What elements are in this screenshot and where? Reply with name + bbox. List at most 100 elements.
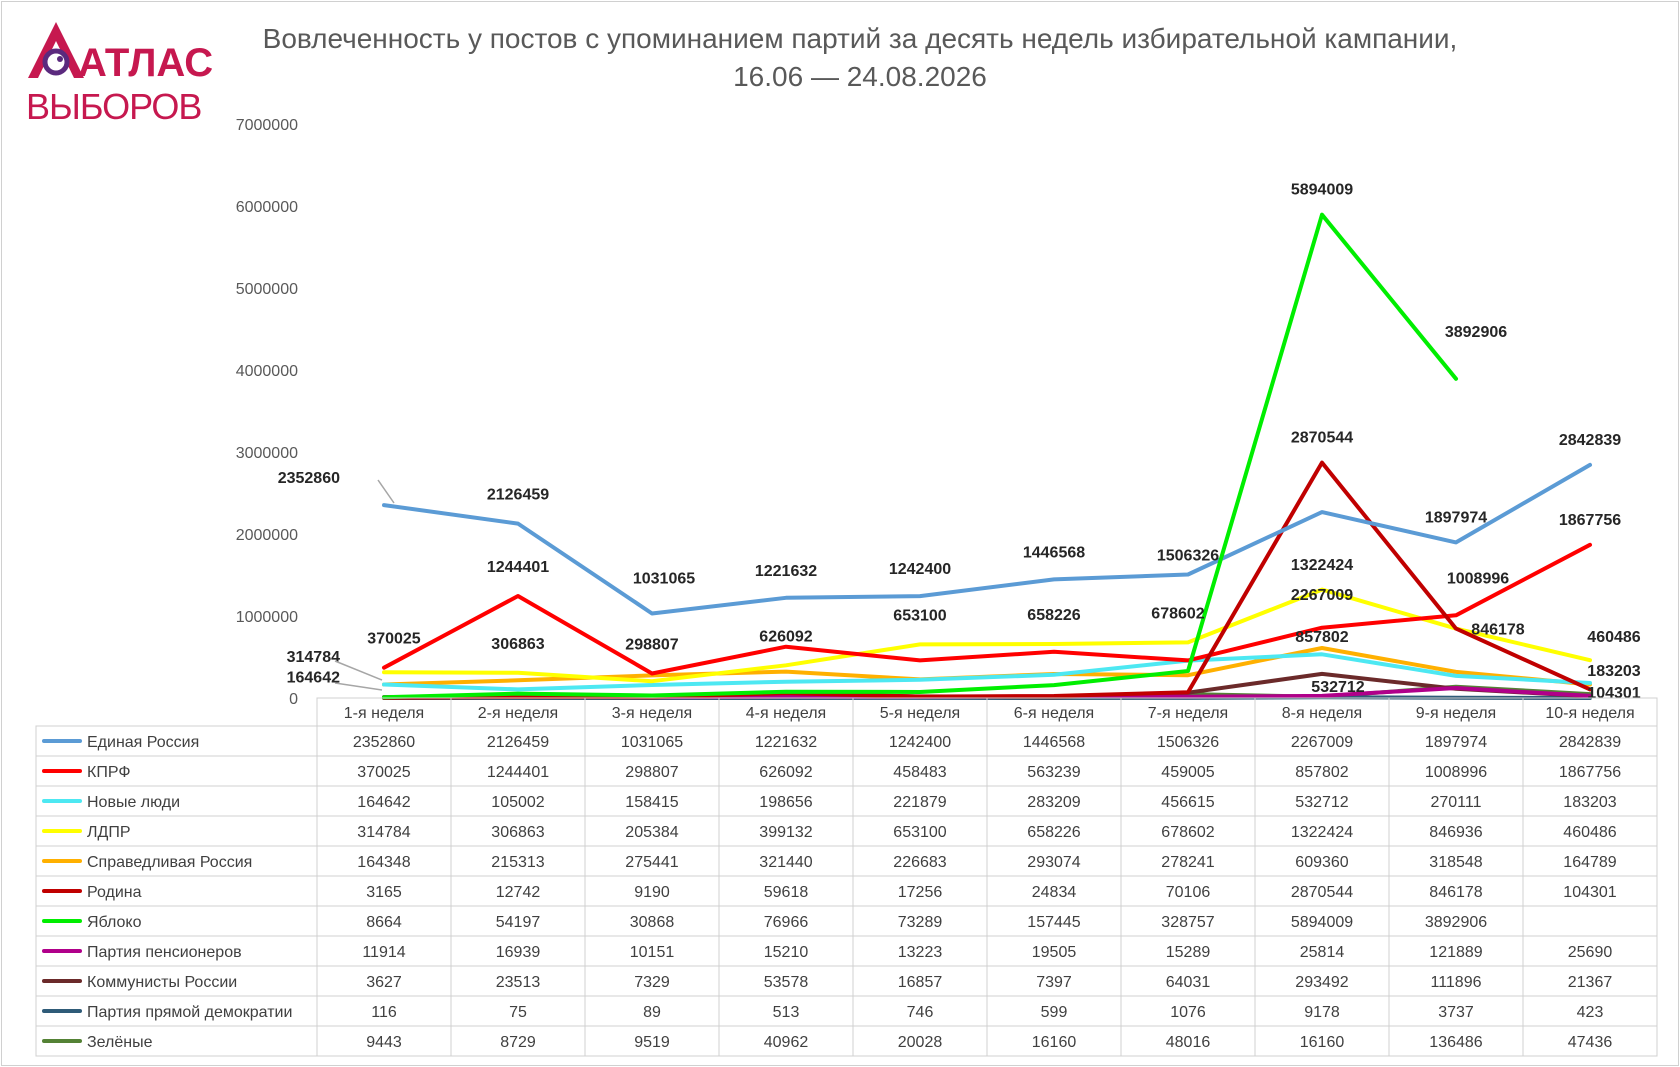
table-cell: 111896 bbox=[1430, 974, 1481, 991]
series-line-1 bbox=[382, 542, 1592, 676]
table-cell: 9190 bbox=[634, 884, 670, 901]
data-label: 298807 bbox=[625, 636, 678, 653]
legend-label: Родина bbox=[87, 884, 142, 901]
data-label: 1897974 bbox=[1425, 509, 1487, 526]
table-cell: 64031 bbox=[1166, 974, 1211, 991]
table-cell: 1221632 bbox=[755, 734, 817, 751]
x-category-label: 9-я неделя bbox=[1416, 705, 1496, 722]
data-label: 2267009 bbox=[1291, 587, 1353, 604]
table-cell: 157445 bbox=[1027, 914, 1080, 931]
table-cell: 59618 bbox=[764, 884, 809, 901]
table-cell: 54197 bbox=[496, 914, 541, 931]
table-cell: 458483 bbox=[893, 764, 946, 781]
data-label: 626092 bbox=[759, 628, 812, 645]
table-cell: 30868 bbox=[630, 914, 675, 931]
table-cell: 164789 bbox=[1563, 854, 1616, 871]
table-cell: 10151 bbox=[630, 944, 675, 961]
table-cell: 158415 bbox=[625, 794, 678, 811]
table-cell: 2870544 bbox=[1291, 884, 1353, 901]
table-cell: 15289 bbox=[1166, 944, 1211, 961]
table-cell: 73289 bbox=[898, 914, 943, 931]
x-category-label: 7-я неделя bbox=[1148, 705, 1228, 722]
table-cell: 270111 bbox=[1430, 794, 1481, 811]
leader-line bbox=[377, 479, 395, 504]
data-label: 370025 bbox=[367, 631, 420, 648]
chart-title: Вовлеченность у постов с упоминанием пар… bbox=[260, 20, 1460, 96]
table-cell: 16160 bbox=[1300, 1034, 1345, 1051]
table-cell: 2126459 bbox=[487, 734, 549, 751]
data-label: 1506326 bbox=[1157, 547, 1219, 564]
table-cell: 25690 bbox=[1568, 944, 1613, 961]
table-cell: 370025 bbox=[357, 764, 410, 781]
table-cell: 599 bbox=[1041, 1004, 1068, 1021]
table-cell: 459005 bbox=[1161, 764, 1214, 781]
data-label: 1008996 bbox=[1447, 570, 1509, 587]
table-cell: 298807 bbox=[625, 764, 678, 781]
series-line-5 bbox=[382, 460, 1592, 700]
table-cell: 9178 bbox=[1304, 1004, 1340, 1021]
leader-line bbox=[334, 682, 383, 691]
table-cell: 293492 bbox=[1295, 974, 1348, 991]
data-label: 314784 bbox=[287, 649, 340, 666]
table-cell: 653100 bbox=[893, 824, 946, 841]
x-category-label: 1-я неделя bbox=[344, 705, 424, 722]
table-cell: 2352860 bbox=[353, 734, 415, 751]
table-cell: 678602 bbox=[1161, 824, 1214, 841]
y-tick-label: 4000000 bbox=[236, 363, 298, 380]
table-cell: 183203 bbox=[1563, 794, 1616, 811]
table-cell: 1008996 bbox=[1425, 764, 1487, 781]
table-cell: 846178 bbox=[1429, 884, 1482, 901]
table-cell: 16857 bbox=[898, 974, 943, 991]
table-cell: 1867756 bbox=[1559, 764, 1621, 781]
table-cell: 47436 bbox=[1568, 1034, 1613, 1051]
table-cell: 11914 bbox=[362, 944, 405, 961]
table-cell: 75 bbox=[509, 1004, 527, 1021]
y-tick-label: 2000000 bbox=[236, 527, 298, 544]
table-cell: 76966 bbox=[764, 914, 809, 931]
data-label: 532712 bbox=[1311, 679, 1364, 696]
table-cell: 658226 bbox=[1027, 824, 1080, 841]
data-label: 1244401 bbox=[487, 559, 549, 576]
table-cell: 53578 bbox=[764, 974, 809, 991]
legend-label: КПРФ bbox=[87, 764, 130, 781]
data-label: 857802 bbox=[1295, 629, 1348, 646]
table-cell: 2267009 bbox=[1291, 734, 1353, 751]
table-cell: 9443 bbox=[366, 1034, 402, 1051]
data-label: 2126459 bbox=[487, 487, 549, 504]
table-cell: 513 bbox=[773, 1004, 800, 1021]
chart-title-line1: Вовлеченность у постов с упоминанием пар… bbox=[262, 23, 1458, 54]
table-cell: 13223 bbox=[898, 944, 943, 961]
table-cell: 328757 bbox=[1161, 914, 1214, 931]
table-cell: 5894009 bbox=[1291, 914, 1353, 931]
table-cell: 8664 bbox=[366, 914, 402, 931]
data-label: 104301 bbox=[1587, 685, 1640, 702]
table-cell: 40962 bbox=[764, 1034, 809, 1051]
table-cell: 293074 bbox=[1027, 854, 1080, 871]
y-tick-label: 6000000 bbox=[236, 199, 298, 216]
table-cell: 857802 bbox=[1295, 764, 1348, 781]
chart-title-line2: 16.06 — 24.08.2026 bbox=[733, 61, 987, 92]
table-cell: 24834 bbox=[1032, 884, 1077, 901]
table-cell: 205384 bbox=[625, 824, 678, 841]
table-cell: 21367 bbox=[1568, 974, 1613, 991]
data-label: 1322424 bbox=[1291, 557, 1353, 574]
data-label: 460486 bbox=[1587, 629, 1640, 646]
series-line-6 bbox=[382, 212, 1458, 700]
table-cell: 164642 bbox=[357, 794, 410, 811]
table-cell: 70106 bbox=[1166, 884, 1211, 901]
table-cell: 23513 bbox=[496, 974, 541, 991]
table-cell: 105002 bbox=[491, 794, 544, 811]
x-category-label: 6-я неделя bbox=[1014, 705, 1094, 722]
legend-label: Партия прямой демократии bbox=[87, 1004, 292, 1021]
data-label: 306863 bbox=[491, 636, 544, 653]
table-cell: 116 bbox=[371, 1004, 397, 1021]
table-cell: 8729 bbox=[500, 1034, 536, 1051]
table-cell: 1506326 bbox=[1157, 734, 1219, 751]
table-cell: 746 bbox=[907, 1004, 934, 1021]
table-cell: 1244401 bbox=[487, 764, 549, 781]
atlas-logo: АТЛАС ВЫБОРОВ bbox=[22, 14, 222, 127]
y-tick-label: 0 bbox=[289, 691, 298, 708]
table-cell: 423 bbox=[1577, 1004, 1604, 1021]
